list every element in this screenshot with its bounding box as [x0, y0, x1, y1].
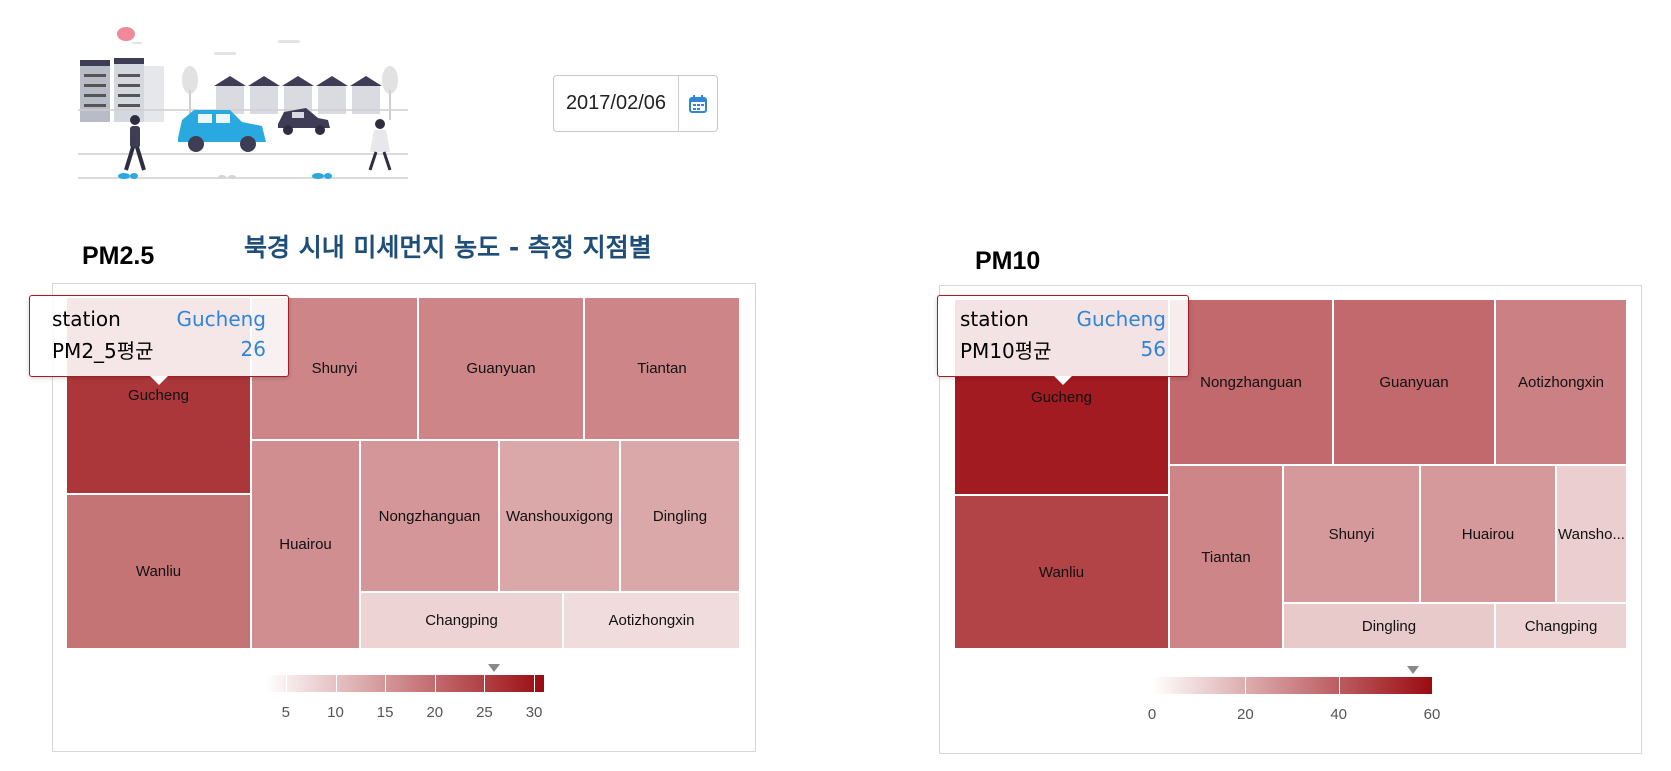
- tooltip-pointer: [1054, 376, 1072, 385]
- pm25-title: PM2.5: [82, 242, 155, 270]
- legend-marker-icon: [1407, 666, 1420, 674]
- legend-segment: [358, 675, 405, 692]
- legend-tick-label: 30: [525, 704, 543, 721]
- tooltip-station-label: station: [960, 307, 1029, 331]
- legend-tick-label: 20: [1236, 706, 1254, 723]
- treemap-cell[interactable]: Tiantan: [584, 297, 740, 440]
- legend-tick-label: 15: [376, 704, 394, 721]
- legend-tick-label: 20: [426, 704, 444, 721]
- legend-divider: [534, 675, 536, 692]
- date-input[interactable]: 2017/02/06: [554, 76, 679, 131]
- treemap-cell[interactable]: Changping: [1495, 603, 1627, 649]
- legend-tick-label: 25: [476, 704, 493, 721]
- legend-tick-label: 60: [1423, 706, 1441, 723]
- legend-marker-icon: [488, 664, 501, 672]
- tooltip-metric-label: PM10평균: [960, 338, 1052, 363]
- treemap-cell[interactable]: Tiantan: [1169, 465, 1283, 649]
- legend-tick-label: 0: [1147, 706, 1157, 723]
- tooltip-station-value: Gucheng: [1076, 307, 1166, 331]
- legend-segment: [312, 675, 359, 692]
- legend-segment: [266, 675, 313, 692]
- tooltip-station-value: Gucheng: [176, 307, 266, 331]
- legend-segment: [451, 675, 498, 692]
- legend-divider: [434, 675, 436, 692]
- treemap-cell[interactable]: Guanyuan: [1333, 299, 1495, 465]
- treemap-cell[interactable]: Aotizhongxin: [563, 592, 740, 649]
- treemap-cell[interactable]: Dingling: [1283, 603, 1495, 649]
- page-title: 북경 시내 미세먼지 농도 - 측정 지점별: [244, 233, 652, 262]
- treemap-cell[interactable]: Huairou: [251, 440, 360, 649]
- date-picker[interactable]: 2017/02/06: [553, 75, 718, 132]
- treemap-cell[interactable]: Nongzhanguan: [1169, 299, 1333, 465]
- pm10-panel: [939, 285, 1642, 754]
- treemap-cell[interactable]: Dingling: [620, 440, 740, 592]
- tooltip-pointer: [150, 376, 168, 385]
- treemap-cell[interactable]: Wanliu: [66, 494, 251, 649]
- pm10-title: PM10: [975, 247, 1041, 275]
- treemap-cell[interactable]: Aotizhongxin: [1495, 299, 1627, 465]
- legend-divider: [1338, 677, 1340, 694]
- legend-divider: [285, 675, 287, 692]
- street-illustration: [78, 27, 408, 179]
- treemap-cell[interactable]: Wanliu: [954, 495, 1169, 649]
- legend-divider: [335, 675, 337, 692]
- treemap-cell[interactable]: Changping: [360, 592, 563, 649]
- treemap-cell[interactable]: Guanyuan: [418, 297, 584, 440]
- legend-segment: [1338, 677, 1386, 694]
- legend-tick-label: 10: [327, 704, 344, 721]
- pm10-treemap[interactable]: Gucheng Wanliu Nongzhanguan Guanyuan Aot…: [954, 299, 1627, 649]
- tooltip-metric-value: 26: [240, 337, 266, 361]
- pm25-tooltip: station Gucheng PM2_5평균 26: [29, 295, 289, 385]
- tooltip-metric-label: PM2_5평균: [52, 338, 154, 363]
- treemap-cell[interactable]: Shunyi: [1283, 465, 1420, 603]
- calendar-icon[interactable]: [679, 76, 717, 131]
- pm10-tooltip: station Gucheng PM10평균 56: [937, 295, 1189, 385]
- legend-divider: [1245, 677, 1247, 694]
- pm25-panel: [52, 283, 756, 752]
- legend-tick-label: 40: [1330, 706, 1347, 723]
- legend-tick-label: 5: [281, 704, 291, 721]
- legend-divider: [385, 675, 387, 692]
- legend-segment: [497, 675, 544, 692]
- pm10-color-legend: 0 20 40 60: [1148, 666, 1440, 727]
- treemap-cell[interactable]: Wansho...: [1556, 465, 1627, 603]
- legend-segment: [1245, 677, 1292, 694]
- treemap-cell[interactable]: Huairou: [1420, 465, 1556, 603]
- treemap-cell[interactable]: Nongzhanguan: [360, 440, 499, 592]
- legend-segment: [405, 675, 452, 692]
- legend-segment: [1385, 677, 1432, 694]
- treemap-cell[interactable]: Wanshouxigong: [499, 440, 620, 592]
- pm25-color-legend: 5 10 15 20 25 30: [266, 664, 544, 725]
- tooltip-metric-value: 56: [1140, 337, 1166, 361]
- legend-segment: [1152, 677, 1199, 694]
- legend-segment: [1292, 677, 1339, 694]
- legend-segment: [1198, 677, 1246, 694]
- legend-divider: [484, 675, 486, 692]
- tooltip-station-label: station: [52, 307, 121, 331]
